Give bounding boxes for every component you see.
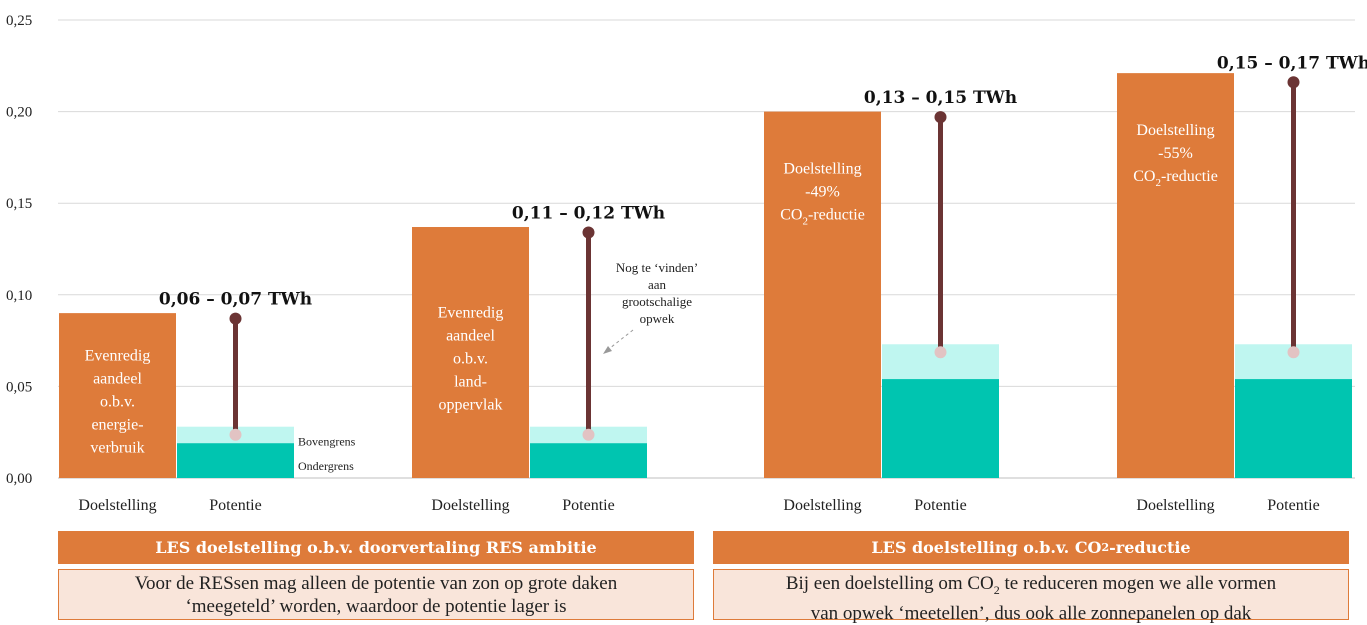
- gap-marker-low: [1287, 346, 1300, 359]
- range-label: 0,11 – 0,12 TWh: [512, 204, 665, 224]
- gap-marker-low: [934, 346, 947, 359]
- bar-label-line: Evenredig: [85, 348, 151, 365]
- gap-marker-top: [582, 226, 595, 239]
- bar-label-line: CO2-reductie: [780, 207, 865, 228]
- bar-label-line: Evenredig: [438, 305, 504, 322]
- range-label: 0,15 – 0,17 TWh: [1217, 53, 1367, 73]
- x-label-potentie: Potentie: [562, 497, 614, 514]
- x-label-potentie: Potentie: [1267, 497, 1319, 514]
- y-tick-label: 0,05: [6, 379, 32, 395]
- bar-label-line: energie-: [91, 417, 143, 434]
- annotation-line: Nog te ‘vinden’: [616, 260, 698, 275]
- bar-label-line: Doelstelling: [783, 161, 861, 178]
- gap-marker-top: [934, 111, 947, 124]
- description-line: van opwek ‘meetellen’, dus ook alle zonn…: [810, 602, 1252, 624]
- chart-area: 0,00 0,05 0,10 0,15 0,20 0,25 0,06 – 0,07 TWh D…: [6, 13, 1367, 514]
- gap-marker-low: [582, 428, 595, 441]
- legend-ondergrens: Ondergrens: [298, 459, 354, 473]
- bar-label-line: o.b.v.: [100, 394, 135, 411]
- doelstelling-bar: [1117, 73, 1234, 479]
- x-label-doelstelling: Doelstelling: [431, 497, 509, 514]
- bar-label-line: -55%: [1158, 145, 1193, 162]
- doelstelling-bar: [59, 313, 176, 478]
- x-label-potentie: Potentie: [209, 497, 261, 514]
- y-tick-label: 0,25: [6, 13, 32, 29]
- legend-bovengrens: Bovengrens: [298, 435, 356, 449]
- annotation-line: aan: [648, 277, 667, 292]
- y-tick-label: 0,20: [6, 105, 32, 121]
- section-header-res: LES doelstelling o.b.v. doorvertaling RE…: [58, 531, 694, 564]
- bar-label-line: verbruik: [90, 440, 144, 457]
- range-label: 0,06 – 0,07 TWh: [159, 290, 312, 310]
- gap-marker-top: [1287, 76, 1300, 89]
- x-label-doelstelling: Doelstelling: [78, 497, 156, 514]
- section-description-co2: Bij een doelstelling om CO2 te reduceren…: [713, 569, 1349, 624]
- bar-label-line: Doelstelling: [1136, 122, 1214, 139]
- y-tick-label: 0,00: [6, 471, 32, 487]
- bar-label-line: CO2-reductie: [1133, 168, 1218, 189]
- doelstelling-bar: [412, 227, 529, 478]
- range-label: 0,13 – 0,15 TWh: [864, 88, 1017, 108]
- y-tick-label: 0,10: [6, 288, 32, 304]
- annotation-line: opwek: [640, 311, 675, 326]
- potentie-lower-bar: [530, 443, 647, 478]
- description-line: ‘meegeteld’ worden, waardoor de potentie…: [185, 596, 567, 617]
- gap-marker-low: [229, 428, 242, 441]
- bar-label-line: aandeel: [446, 328, 495, 345]
- bar-label-line: land-: [454, 374, 487, 391]
- doelstelling-bar: [764, 111, 881, 478]
- description-line: Voor de RESsen mag alleen de potentie va…: [134, 573, 618, 594]
- potentie-lower-bar: [882, 379, 999, 478]
- annotation-arrowhead: [603, 346, 612, 354]
- potentie-lower-bar: [177, 443, 294, 478]
- bar-label-line: o.b.v.: [453, 351, 488, 368]
- gap-marker-top: [229, 312, 242, 325]
- section-header-co2: LES doelstelling o.b.v. CO 2 -reductie: [713, 531, 1349, 564]
- annotation-line: grootschalige: [622, 294, 692, 309]
- x-label-doelstelling: Doelstelling: [1136, 497, 1214, 514]
- x-label-potentie: Potentie: [914, 497, 966, 514]
- bar-label-line: aandeel: [93, 371, 142, 388]
- description-line: Bij een doelstelling om CO2 te reduceren…: [785, 573, 1277, 597]
- bar-label-line: -49%: [805, 184, 840, 201]
- y-tick-label: 0,15: [6, 196, 32, 212]
- x-label-doelstelling: Doelstelling: [783, 497, 861, 514]
- section-description-res: Voor de RESsen mag alleen de potentie va…: [58, 569, 694, 620]
- potentie-lower-bar: [1235, 379, 1352, 478]
- bar-label-line: oppervlak: [439, 397, 503, 414]
